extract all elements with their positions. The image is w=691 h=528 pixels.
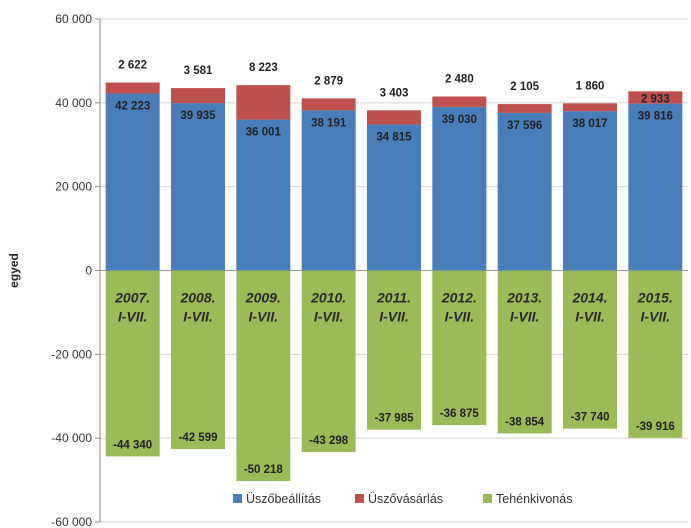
data-label-uszobeallitas: 37 596 xyxy=(507,120,542,132)
data-label-tehenkivonas: -37 985 xyxy=(374,413,414,425)
category-labels: 2007. I-VII. 2008. I-VII. 2009. I-VII. 2010. I-… xyxy=(114,290,673,325)
category-label: I-VII. xyxy=(510,309,540,325)
y-tick-label: 0 xyxy=(85,264,92,278)
data-label-uszovasarlas: 2 480 xyxy=(445,74,474,86)
bar-uszovasarlas xyxy=(497,104,552,113)
category-label: 2012. xyxy=(441,290,477,306)
y-axis-label: egyed xyxy=(7,253,21,288)
category-label: 2009. xyxy=(245,290,281,306)
category-label: I-VII. xyxy=(575,309,605,325)
data-label-uszovasarlas: 2 879 xyxy=(314,75,343,87)
category-label: 2015. xyxy=(637,290,673,306)
legend-swatch xyxy=(355,494,364,503)
category-label: 2008. xyxy=(179,290,215,306)
data-label-uszovasarlas: 3 581 xyxy=(184,65,213,77)
category-label: 2010. xyxy=(310,290,346,306)
bar-uszobeallitas xyxy=(563,111,617,271)
data-label-uszobeallitas: 42 223 xyxy=(115,101,150,113)
data-label-uszobeallitas: 39 935 xyxy=(180,110,216,122)
y-tick-label: 20 000 xyxy=(55,180,92,194)
data-label-tehenkivonas: -43 298 xyxy=(309,435,349,447)
legend-label: Tehénkivonás xyxy=(496,492,572,506)
data-label-tehenkivonas: -50 218 xyxy=(244,464,284,476)
legend-label: Üszőbeállítás xyxy=(246,492,321,506)
data-label-tehenkivonas: -37 740 xyxy=(570,412,609,424)
bar-tehenkivonas xyxy=(236,270,291,481)
category-label: 2013. xyxy=(506,290,542,306)
bar-tehenkivonas xyxy=(301,270,356,452)
category-label: I-VII. xyxy=(641,309,671,325)
bar-uszovasarlas xyxy=(105,82,160,94)
data-label-tehenkivonas: -36 875 xyxy=(440,408,480,420)
bar-uszovasarlas xyxy=(432,96,487,107)
data-label-tehenkivonas: -42 599 xyxy=(178,432,217,444)
category-label: 2014. xyxy=(571,290,607,306)
data-label-tehenkivonas: -44 340 xyxy=(113,439,152,451)
legend-swatch xyxy=(233,494,242,503)
data-label-tehenkivonas: -39 916 xyxy=(636,421,675,433)
legend-label: Üszővásárlás xyxy=(368,492,443,506)
bar-uszobeallitas xyxy=(171,103,225,271)
data-label-uszobeallitas: 34 815 xyxy=(376,132,412,144)
bar-tehenkivonas xyxy=(171,270,225,450)
data-label-uszobeallitas: 39 030 xyxy=(442,114,477,126)
data-labels: 42 223 2 622 -44 340 39 935 3 581 -42 599 36 0… xyxy=(113,60,675,476)
y-tick-label: -20 000 xyxy=(51,347,92,361)
bar-uszobeallitas xyxy=(432,106,487,271)
bar-tehenkivonas xyxy=(497,270,552,434)
bar-uszovasarlas xyxy=(301,98,356,111)
category-label: I-VII. xyxy=(445,309,475,325)
bar-uszobeallitas xyxy=(301,110,356,271)
bar-uszovasarlas xyxy=(367,110,421,125)
bar-tehenkivonas xyxy=(563,270,617,429)
bar-uszobeallitas xyxy=(236,119,291,271)
data-label-uszovasarlas: 2 933 xyxy=(641,93,670,105)
data-label-uszovasarlas: 3 403 xyxy=(380,87,409,99)
bar-uszobeallitas xyxy=(105,93,160,271)
bar-uszobeallitas xyxy=(628,103,683,271)
category-label: 2007. xyxy=(114,290,150,306)
category-label: I-VII. xyxy=(183,309,213,325)
data-label-uszobeallitas: 36 001 xyxy=(246,127,282,139)
data-label-uszovasarlas: 2 105 xyxy=(510,81,539,93)
bar-uszovasarlas xyxy=(236,85,291,120)
bar-tehenkivonas xyxy=(105,270,160,457)
category-label: I-VII. xyxy=(379,309,409,325)
bar-uszovasarlas xyxy=(171,88,225,104)
data-label-uszobeallitas: 38 191 xyxy=(311,117,347,129)
legend-swatch xyxy=(483,494,492,503)
data-label-uszobeallitas: 38 017 xyxy=(572,118,607,130)
bar-uszovasarlas xyxy=(628,91,683,104)
bar-tehenkivonas xyxy=(432,270,487,426)
category-label: I-VII. xyxy=(314,309,344,325)
bar-uszovasarlas xyxy=(563,103,617,112)
bar-uszobeallitas xyxy=(367,124,421,271)
y-tick-label: -60 000 xyxy=(51,515,92,528)
data-label-tehenkivonas: -38 854 xyxy=(505,416,545,428)
data-label-uszovasarlas: 1 860 xyxy=(576,80,605,92)
bar-tehenkivonas xyxy=(628,270,683,438)
bar-tehenkivonas xyxy=(367,270,421,430)
y-tick-label: 40 000 xyxy=(55,96,92,110)
y-tick-label: -40 000 xyxy=(51,431,92,445)
y-axis: -60 000 -40 000 -20 000 0 20 000 40 000 60 000 xyxy=(51,12,101,528)
bars xyxy=(105,82,683,481)
legend: Üszőbeállítás Üszővásárlás Tehénkivonás xyxy=(233,492,572,506)
data-label-uszobeallitas: 39 816 xyxy=(638,111,673,123)
data-label-uszovasarlas: 2 622 xyxy=(118,60,147,72)
category-label: I-VII. xyxy=(249,309,279,325)
category-label: 2011. xyxy=(376,290,411,306)
data-label-uszovasarlas: 8 223 xyxy=(249,62,278,74)
bar-uszobeallitas xyxy=(497,112,552,271)
y-tick-label: 60 000 xyxy=(55,12,92,26)
category-label: I-VII. xyxy=(118,309,148,325)
